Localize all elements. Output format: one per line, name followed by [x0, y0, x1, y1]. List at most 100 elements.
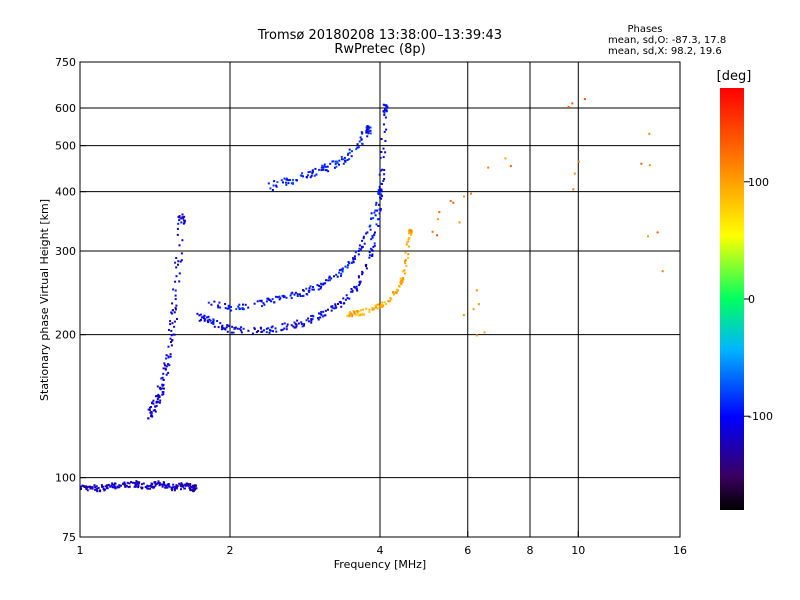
scatter-point: [150, 484, 153, 487]
scatter-point: [336, 275, 339, 278]
scatter-point: [338, 300, 341, 303]
scatter-point: [217, 304, 220, 307]
scatter-point: [408, 228, 411, 231]
scatter-point: [261, 305, 263, 308]
scatter-point: [334, 166, 336, 169]
scatter-point: [382, 147, 385, 150]
scatter-point: [344, 160, 347, 163]
scatter-point: [171, 322, 174, 325]
scatter-point: [324, 309, 327, 312]
scatter-point: [230, 306, 232, 308]
scatter-point: [338, 271, 341, 274]
scatter-point: [366, 231, 369, 234]
scatter-point: [357, 253, 360, 256]
scatter-point: [173, 325, 176, 328]
scatter-point: [167, 371, 170, 374]
scatter-point: [362, 308, 365, 311]
scatter-point: [125, 484, 128, 487]
scatter-point: [293, 326, 296, 329]
scatter-point: [161, 387, 164, 390]
scatter-point: [348, 151, 351, 154]
scatter-point: [163, 482, 165, 485]
scatter-point: [368, 256, 371, 259]
scatter-point: [195, 487, 198, 490]
scatter-point: [272, 330, 274, 333]
scatter-point: [270, 300, 273, 303]
scatter-point: [274, 295, 277, 298]
scatter-point: [327, 170, 330, 173]
scatter-point: [290, 297, 293, 300]
scatter-point: [83, 486, 86, 489]
scatter-point: [377, 303, 380, 306]
scatter-point: [182, 217, 185, 220]
scatter-point: [155, 395, 157, 398]
scatter-point: [189, 484, 192, 487]
scatter-point: [257, 330, 260, 332]
scatter-point: [231, 325, 234, 328]
scatter-point: [352, 258, 355, 261]
x-tick-label: 8: [527, 544, 534, 557]
scatter-point: [299, 174, 302, 177]
scatter-point: [170, 329, 173, 332]
scatter-point: [462, 314, 465, 317]
scatter-point: [297, 322, 300, 325]
scatter-point: [335, 273, 338, 276]
scatter-point: [358, 284, 361, 287]
scatter-point: [365, 265, 367, 268]
scatter-point: [184, 484, 187, 487]
scatter-point: [178, 244, 181, 247]
scatter-point: [178, 482, 181, 485]
scatter-point: [583, 98, 586, 101]
colorbar: [720, 88, 744, 510]
scatter-point: [154, 410, 157, 413]
scatter-point: [365, 307, 368, 310]
scatter-point: [346, 264, 349, 267]
scatter-point: [296, 179, 298, 182]
scatter-point: [365, 232, 368, 235]
scatter-point: [167, 484, 170, 487]
scatter-point: [338, 159, 341, 162]
scatter-point: [334, 162, 337, 165]
scatter-point: [387, 300, 390, 303]
scatter-point: [341, 268, 344, 271]
scatter-point: [348, 297, 351, 300]
scatter-point: [340, 305, 343, 308]
scatter-point: [91, 486, 94, 489]
scatter-point: [354, 251, 357, 254]
scatter-point: [152, 409, 155, 412]
scatter-point: [356, 143, 359, 146]
scatter-point: [353, 312, 356, 315]
scatter-point: [173, 311, 176, 314]
scatter-point: [168, 328, 170, 331]
scatter-point: [278, 298, 281, 301]
scatter-point: [175, 484, 178, 487]
scatter-point: [171, 302, 174, 305]
scatter-point: [378, 306, 381, 309]
scatter-point: [173, 320, 176, 323]
scatter-point: [384, 108, 387, 111]
scatter-point: [174, 289, 177, 292]
scatter-point: [365, 128, 368, 131]
scatter-point: [370, 238, 373, 241]
scatter-point: [475, 289, 478, 292]
scatter-point: [247, 306, 250, 309]
scatter-point: [382, 110, 385, 113]
scatter-point: [148, 406, 151, 409]
scatter-point: [96, 489, 99, 492]
scatter-point: [171, 339, 174, 342]
scatter-point: [577, 160, 580, 163]
scatter-point: [402, 278, 405, 281]
scatter-point: [333, 275, 335, 278]
scatter-point: [259, 299, 262, 302]
scatter-point: [376, 218, 379, 221]
scatter-point: [253, 302, 256, 305]
scatter-point: [361, 132, 364, 135]
scatter-point: [99, 489, 102, 492]
scatter-point: [344, 159, 347, 162]
scatter-point: [403, 272, 406, 275]
scatter-point: [260, 327, 263, 330]
scatter-point: [375, 223, 378, 226]
scatter-point: [263, 329, 265, 332]
scatter-point: [384, 116, 387, 119]
scatter-point: [172, 288, 175, 291]
